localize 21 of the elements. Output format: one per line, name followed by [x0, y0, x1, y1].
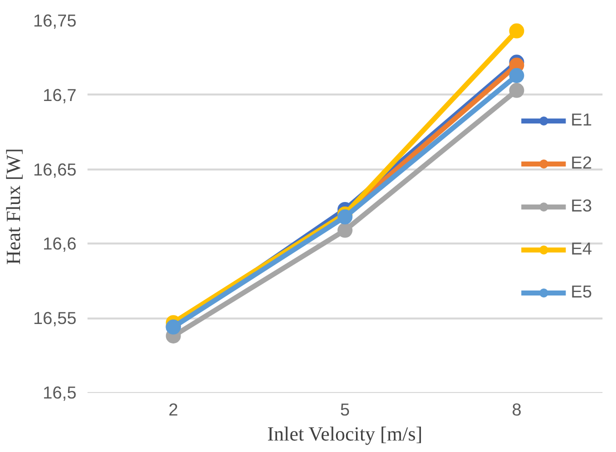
x-tick-label: 5 [340, 400, 350, 420]
y-tick-label: 16,5 [42, 382, 77, 402]
point [338, 222, 352, 238]
y-tick-label: 16,7 [42, 84, 77, 105]
x-axis-title: Inlet Velocity [m/s] [267, 424, 422, 446]
y-tick-label: 16,65 [33, 159, 77, 180]
y-tick-label: 16,55 [33, 308, 77, 328]
y-axis-title: Heat Flux [W] [3, 148, 26, 265]
legend-label: E2 [570, 152, 592, 174]
legend-label: E5 [570, 282, 592, 302]
point [509, 23, 524, 38]
x-tick-label: 2 [168, 400, 178, 420]
legend-label: E4 [570, 238, 592, 260]
y-tick-label: 16,6 [42, 234, 77, 254]
x-tick-label: 8 [512, 400, 522, 420]
point [509, 82, 524, 98]
point [509, 68, 524, 84]
y-tick-label: 16,75 [33, 10, 77, 30]
legend-label: E1 [570, 110, 592, 130]
point [338, 209, 352, 224]
legend-label: E3 [570, 196, 592, 216]
